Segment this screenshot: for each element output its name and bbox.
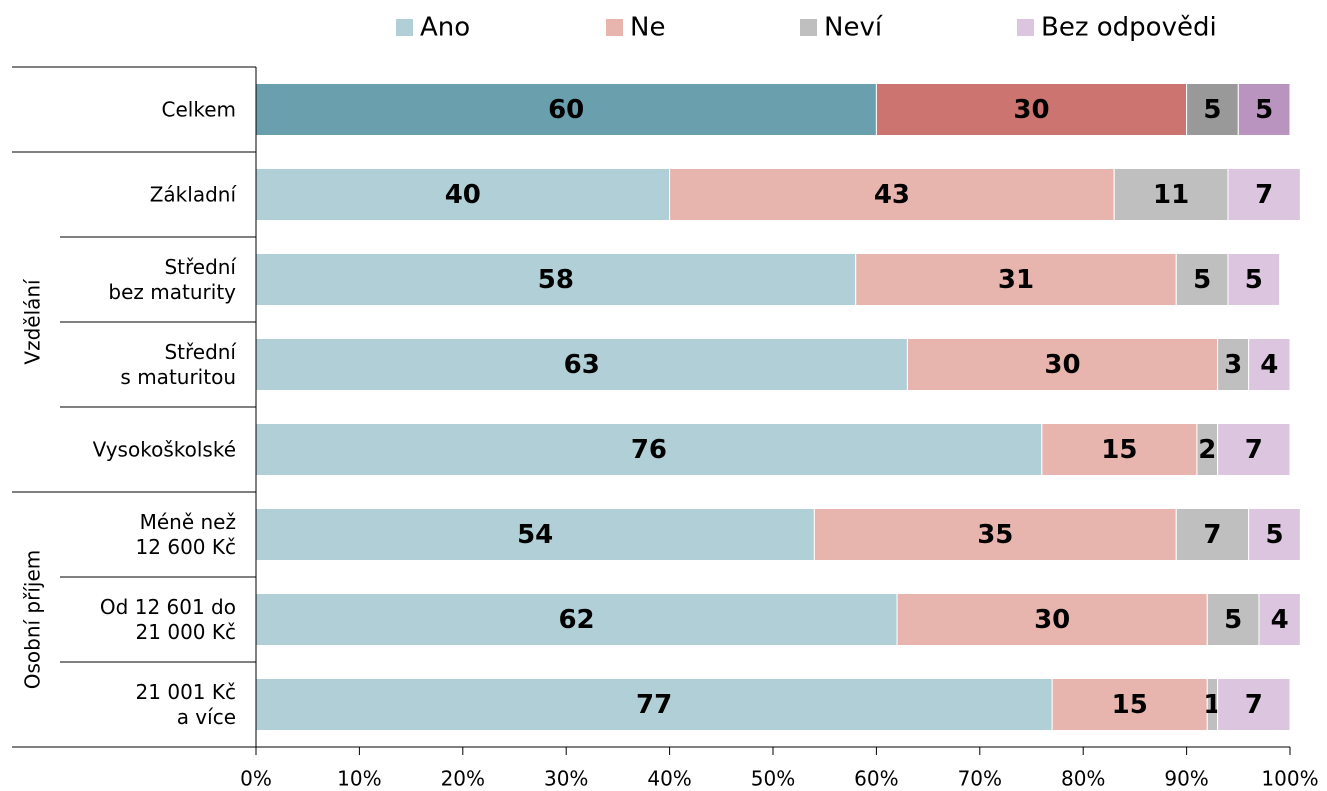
bar-segment (1113, 168, 1229, 221)
bar-segment (1175, 508, 1250, 561)
data-label: 11 (1153, 180, 1189, 210)
legend-swatch (606, 19, 623, 36)
bar-segment (896, 593, 1208, 646)
category-label: Od 12 601 do 21 000 Kč (99, 594, 236, 644)
category-label: Celkem (161, 97, 236, 121)
x-tick-label: 50% (751, 767, 795, 791)
category-label: Základní (149, 182, 236, 206)
bar-segment (255, 678, 1053, 731)
x-tick-label: 0% (240, 767, 272, 791)
data-label: 76 (631, 435, 667, 465)
bar-segment (1051, 678, 1208, 731)
bar-segment (1227, 168, 1301, 221)
data-label: 60 (548, 95, 584, 125)
legend-swatch (800, 19, 817, 36)
legend-label: Ano (420, 13, 470, 43)
x-tick-label: 10% (337, 767, 381, 791)
data-label: 5 (1224, 605, 1242, 635)
bar-segment (1186, 83, 1239, 136)
bar-segment (1041, 423, 1198, 476)
category-label: Střední s maturitou (120, 339, 236, 389)
data-label: 4 (1271, 605, 1289, 635)
data-label: 31 (998, 265, 1034, 295)
data-label: 77 (636, 690, 672, 720)
data-label: 30 (1044, 350, 1080, 380)
bar-segment (1237, 83, 1291, 136)
data-label: 63 (564, 350, 600, 380)
data-label: 54 (517, 520, 553, 550)
legend-label: Bez odpovědi (1041, 13, 1217, 43)
group-label: Vzdělání (21, 278, 45, 365)
data-label: 2 (1198, 435, 1216, 465)
legend-swatch (1017, 19, 1034, 36)
bar-segment (1217, 423, 1291, 476)
x-tick-label: 20% (441, 767, 485, 791)
data-label: 3 (1224, 350, 1242, 380)
data-label: 35 (977, 520, 1013, 550)
data-label: 7 (1255, 180, 1273, 210)
data-label: 5 (1193, 265, 1211, 295)
bar-segment (855, 253, 1177, 306)
legend-swatch (396, 19, 413, 36)
data-label: 7 (1245, 435, 1263, 465)
data-label: 5 (1265, 520, 1283, 550)
bar-segment (255, 168, 671, 221)
data-label: 40 (445, 180, 481, 210)
bar-segment (255, 423, 1043, 476)
data-label: 30 (1034, 605, 1070, 635)
data-label: 15 (1112, 690, 1148, 720)
x-tick-label: 70% (958, 767, 1002, 791)
data-label: 7 (1245, 690, 1263, 720)
data-label: 43 (874, 180, 910, 210)
data-label: 1 (1203, 690, 1221, 720)
data-label: 5 (1245, 265, 1263, 295)
data-label: 5 (1255, 95, 1273, 125)
legend-label: Neví (824, 13, 883, 43)
x-tick-label: 30% (544, 767, 588, 791)
category-label: Méně než 12 600 Kč (135, 509, 236, 559)
data-label: 15 (1101, 435, 1137, 465)
x-tick-label: 40% (647, 767, 691, 791)
group-label: Osobní příjem (21, 550, 45, 690)
category-label: Střední bez maturity (108, 254, 236, 304)
category-label: Vysokoškolské (92, 437, 236, 461)
bar-segment (906, 338, 1219, 391)
bar-segment (1248, 508, 1301, 561)
x-tick-label: 90% (1164, 767, 1208, 791)
category-label: 21 001 Kč a více (135, 679, 236, 729)
data-label: 5 (1203, 95, 1221, 125)
data-label: 62 (558, 605, 594, 635)
bar-segment (1217, 338, 1250, 391)
x-tick-label: 100% (1261, 767, 1318, 791)
x-tick-label: 80% (1061, 767, 1105, 791)
bar-segment (1248, 338, 1291, 391)
bar-segment (1175, 253, 1229, 306)
bar-segment (1227, 253, 1281, 306)
data-label: 30 (1013, 95, 1049, 125)
data-label: 58 (538, 265, 574, 295)
bar-segment (1258, 593, 1301, 646)
bar-segment (255, 508, 815, 561)
data-label: 7 (1203, 520, 1221, 550)
x-tick-label: 60% (854, 767, 898, 791)
bar-segment (813, 508, 1177, 561)
bar-segment (875, 83, 1188, 136)
bar-segment (1217, 678, 1291, 731)
legend-label: Ne (630, 13, 665, 43)
data-label: 4 (1260, 350, 1278, 380)
